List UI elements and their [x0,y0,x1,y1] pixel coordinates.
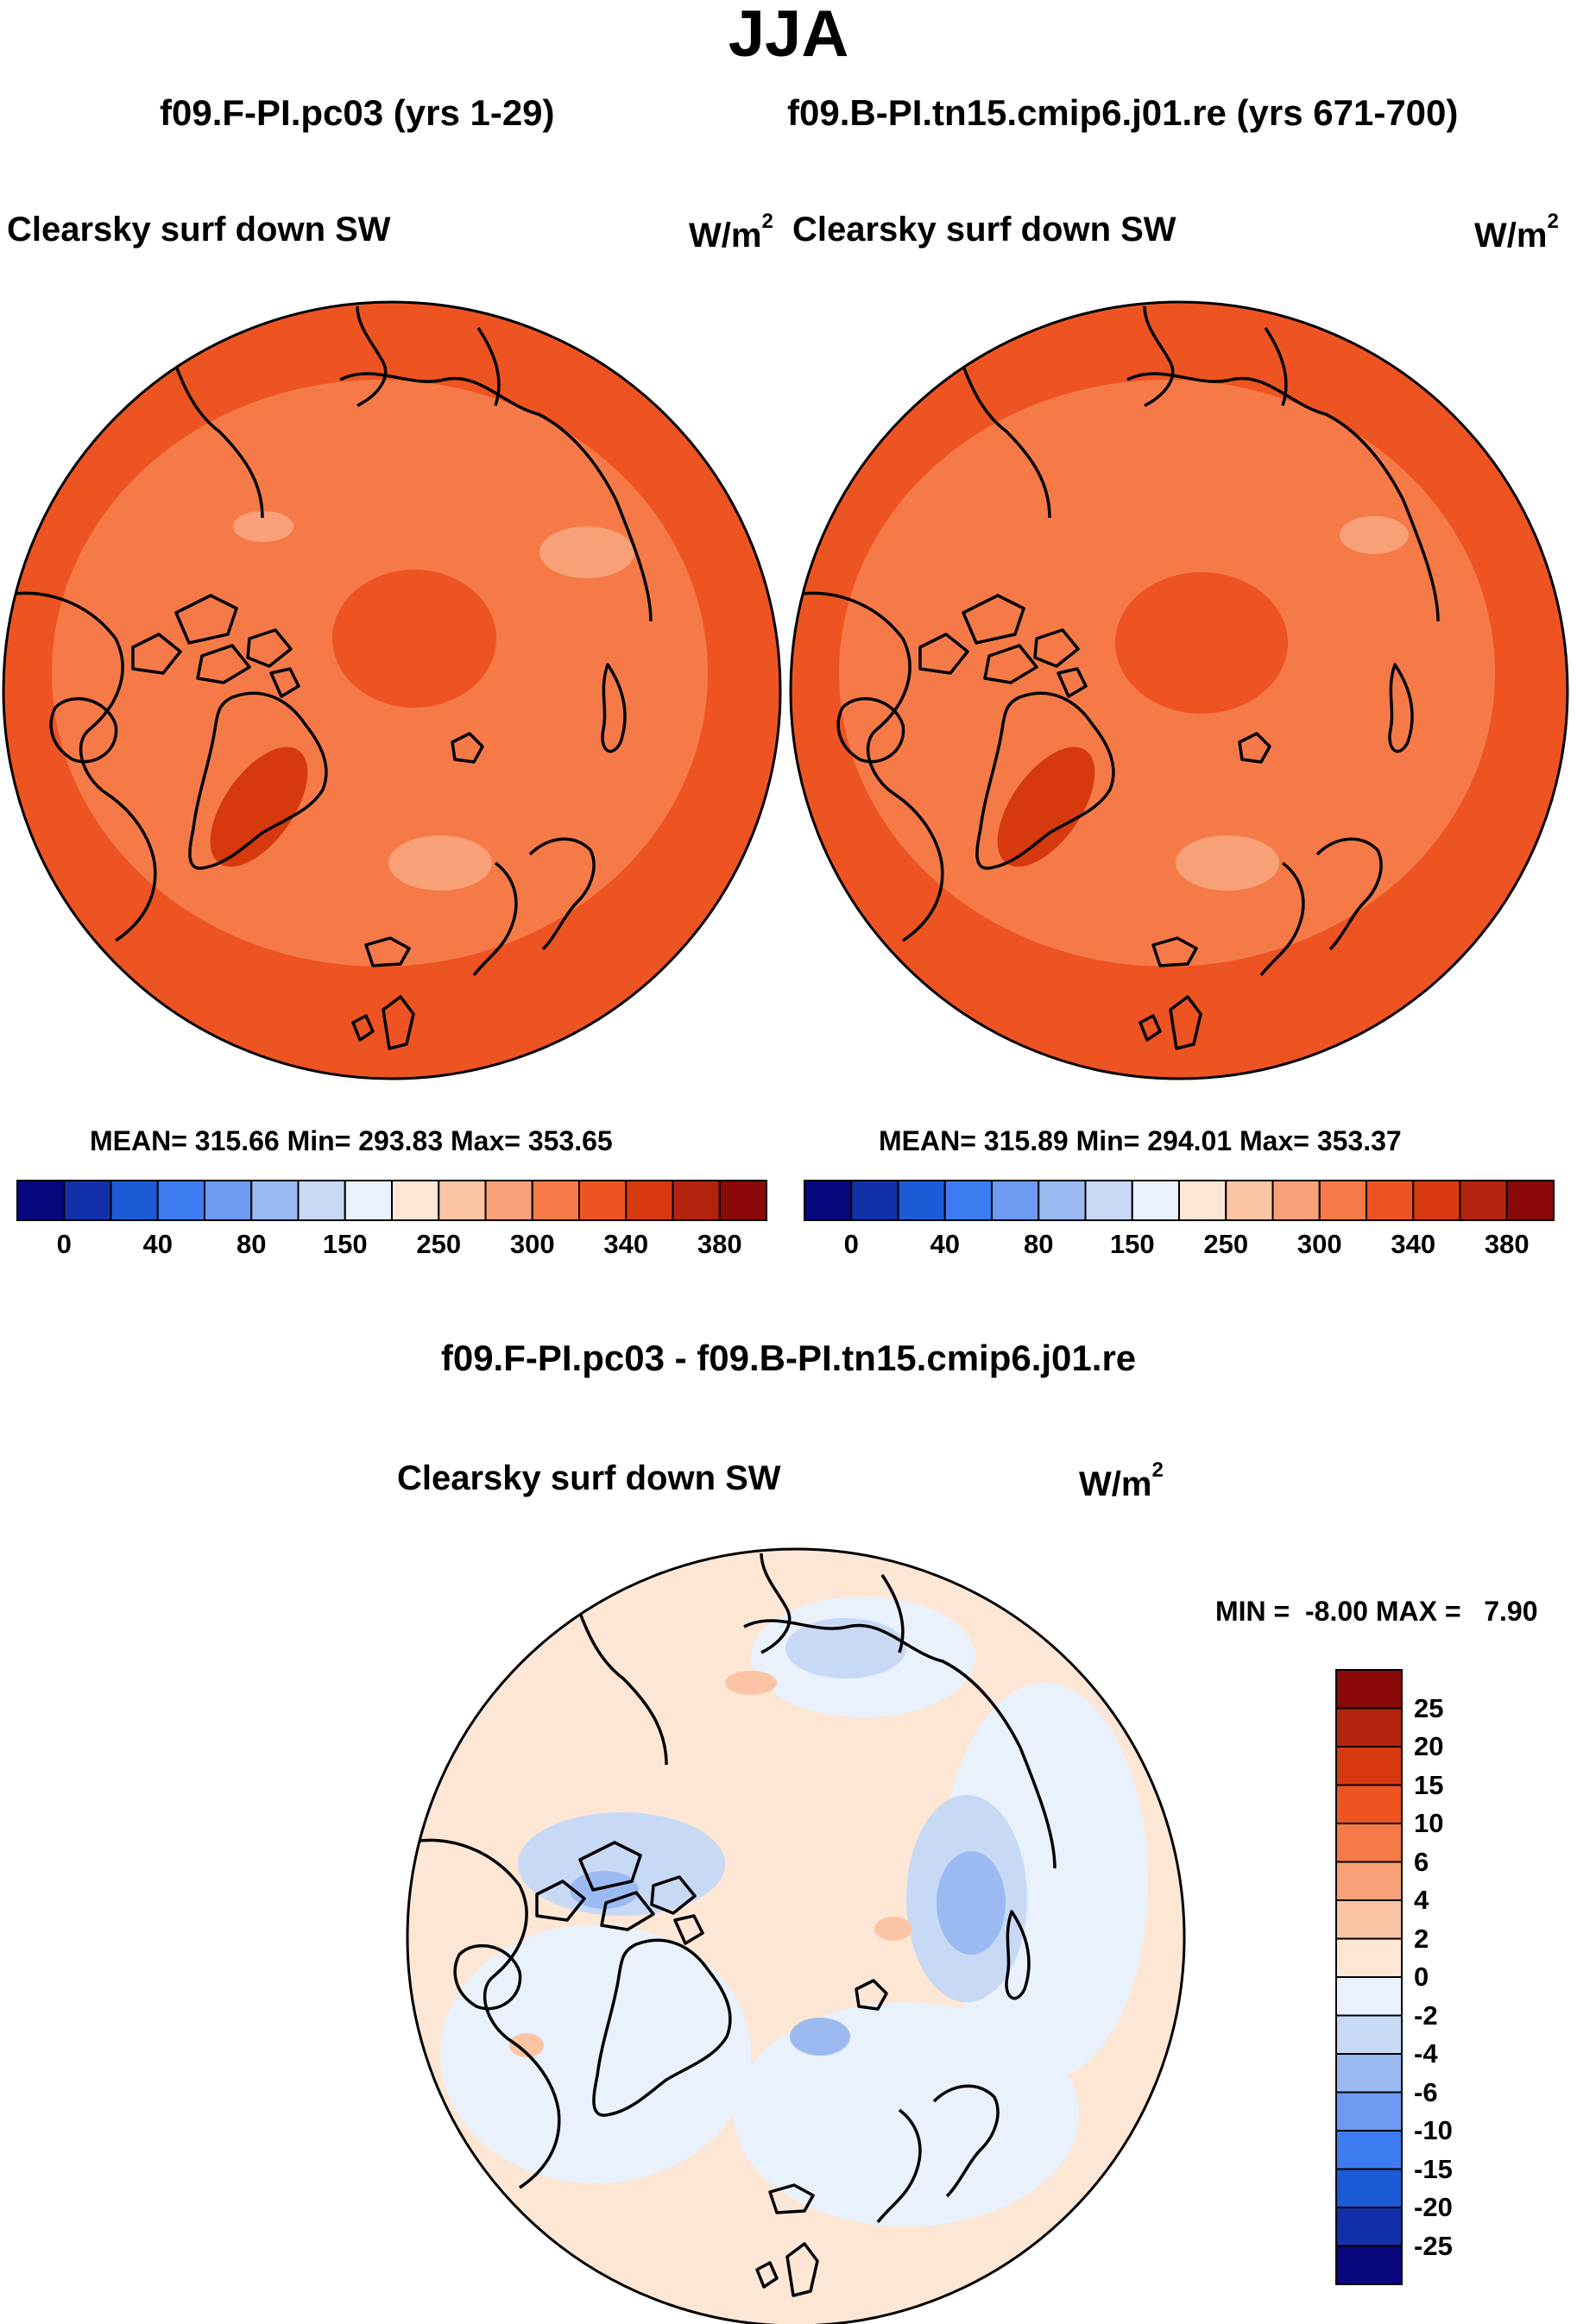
colorbar-box [204,1180,253,1221]
colorbar-tick-label: 380 [1484,1229,1530,1259]
colorbar-tick-label: 150 [1109,1229,1155,1259]
colorbar-box [1335,1861,1403,1901]
panel-2-case-title: f09.B-PI.tn15.cmip6.j01.re (yrs 671-700) [787,92,1459,133]
colorbar-tick-label: -20 [1414,2192,1453,2222]
colorbar-box [1335,1746,1403,1786]
colorbar-tick-label: 80 [237,1229,267,1259]
panel-1-units: W/m2 [689,210,773,255]
colorbar-box [1335,2053,1403,2094]
colorbar-tick-label: 300 [1296,1229,1342,1259]
colorbar-box [1318,1180,1367,1221]
colorbar-box [943,1180,993,1221]
difference-min-max: MIN = -8.00 MAX = 7.90 [1215,1596,1538,1627]
colorbar-box [110,1180,159,1221]
colorbar-tick-label: 40 [930,1229,960,1259]
colorbar-tick-label: -4 [1414,2038,1438,2069]
colorbar-box [1271,1180,1321,1221]
colorbar-box [1335,2245,1403,2285]
colorbar-box [1225,1180,1274,1221]
colorbar-box [484,1180,533,1221]
colorbar-box [1505,1180,1555,1221]
season-title: JJA [728,0,849,71]
colorbar-box [438,1180,487,1221]
colorbar-box [1335,2014,1403,2055]
colorbar-box [1335,2130,1403,2170]
colorbar-tick-label: 0 [1414,1962,1429,1992]
colorbar-box [1038,1180,1087,1221]
colorbar-box [804,1180,853,1221]
map-panel-difference [406,1547,1186,2324]
colorbar-box [1335,1669,1403,1710]
colorbar-tick-label: 2 [1414,1923,1429,1954]
colorbar-box [991,1180,1040,1221]
colorbar-box [1335,1976,1403,2017]
colorbar-tick-label: 250 [416,1229,462,1259]
colorbar-box [250,1180,300,1221]
difference-variable: Clearsky surf down SW [397,1459,781,1497]
colorbar-box [156,1180,205,1221]
colorbar-box [897,1180,946,1221]
colorbar-panel-1 [16,1180,767,1221]
colorbar-tick-label: 10 [1414,1808,1444,1838]
colorbar-box [531,1180,580,1221]
colorbar-tick-label: 300 [509,1229,555,1259]
colorbar-tick-label: 40 [142,1229,173,1259]
colorbar-box [1412,1180,1461,1221]
colorbar-box [1084,1180,1133,1221]
colorbar-box [578,1180,628,1221]
colorbar-tick-label: -25 [1414,2230,1453,2261]
colorbar-tick-label: 4 [1414,1885,1429,1915]
colorbar-tick-label: 6 [1414,1846,1429,1877]
colorbar-box [1459,1180,1508,1221]
colorbar-box [1366,1180,1415,1221]
colorbar-tick-label: -2 [1414,2000,1438,2031]
colorbar-tick-label: 340 [1391,1229,1436,1259]
colorbar-box [1335,1707,1403,1748]
colorbar-tick-label: 0 [843,1229,859,1259]
colorbar-tick-label: -10 [1414,2115,1453,2145]
panel-1-variable: Clearsky surf down SW [7,211,391,249]
panel-2-units: W/m2 [1474,210,1559,255]
colorbar-box [63,1180,112,1221]
colorbar-box [1335,1899,1403,1940]
colorbar-box [16,1180,66,1221]
colorbar-difference [1335,1669,1403,2285]
colorbar-tick-label: 80 [1024,1229,1054,1259]
colorbar-tick-label: 25 [1414,1692,1444,1723]
map-panel-1 [2,300,782,1080]
colorbar-tick-label: 250 [1203,1229,1249,1259]
map-panel-2 [789,300,1569,1080]
colorbar-tick-label: -6 [1414,2076,1438,2107]
colorbar-box [1335,1937,1403,1978]
colorbar-box [1335,1823,1403,1863]
colorbar-box [344,1180,393,1221]
colorbar-box [1335,2168,1403,2208]
panel-1-case-title: f09.F-PI.pc03 (yrs 1-29) [160,92,555,133]
colorbar-box [391,1180,440,1221]
colorbar-box [1178,1180,1227,1221]
colorbar-tick-label: 380 [697,1229,742,1259]
colorbar-box [1335,1784,1403,1824]
colorbar-box [1335,2207,1403,2247]
colorbar-tick-label: 150 [322,1229,368,1259]
colorbar-box [1335,2091,1403,2132]
colorbar-tick-label: 0 [56,1229,72,1259]
colorbar-box [850,1180,899,1221]
difference-title: f09.F-PI.pc03 - f09.B-PI.tn15.cmip6.j01.… [440,1338,1137,1378]
colorbar-box [1131,1180,1180,1221]
colorbar-tick-label: 340 [603,1229,649,1259]
colorbar-box [297,1180,346,1221]
colorbar-tick-label: 20 [1414,1731,1444,1761]
colorbar-box [718,1180,767,1221]
panel-1-stats: MEAN= 315.66 Min= 293.83 Max= 353.65 [90,1125,613,1156]
colorbar-tick-label: -15 [1414,2153,1453,2184]
difference-units: W/m2 [1079,1458,1164,1504]
colorbar-panel-2 [804,1180,1555,1221]
panel-2-stats: MEAN= 315.89 Min= 294.01 Max= 353.37 [879,1125,1402,1156]
colorbar-tick-label: 15 [1414,1769,1444,1800]
colorbar-box [625,1180,674,1221]
colorbar-box [672,1180,721,1221]
panel-2-variable: Clearsky surf down SW [792,211,1176,249]
